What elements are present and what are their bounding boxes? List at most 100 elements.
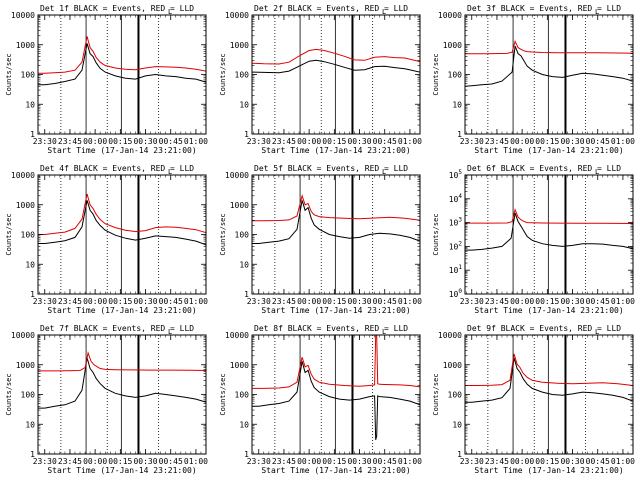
y-axis-label: Counts/sec — [219, 373, 227, 415]
y-tick-label: 10 — [452, 100, 462, 109]
x-tick-label: 01:00 — [398, 457, 422, 466]
y-axis-label: Counts/sec — [219, 53, 227, 95]
x-tick-label: 00:45 — [159, 457, 183, 466]
legend-key-glyph: L — [595, 328, 599, 336]
x-tick-label: 23:30 — [247, 457, 271, 466]
x-tick-label: 23:30 — [33, 297, 57, 306]
y-tick-label: 10000 — [11, 171, 35, 180]
x-tick-label: 23:45 — [485, 297, 509, 306]
panel-title: Det 4f BLACK = Events, RED = LLD — [40, 164, 194, 173]
y-axis-label: Counts/sec — [432, 373, 440, 415]
y-axis-label: Counts/sec — [5, 373, 13, 415]
series-line-events — [38, 357, 206, 409]
x-axis-label: Start Time (17-Jan-14 23:21:00) — [474, 466, 623, 475]
y-tick-label: 1 — [244, 450, 249, 459]
x-tick-label: 00:15 — [322, 457, 346, 466]
panel-title: Det 5f BLACK = Events, RED = LLD — [254, 164, 408, 173]
y-axis-label: Counts/sec — [432, 213, 440, 255]
panel-title: Det 2f BLACK = Events, RED = LLD — [254, 4, 408, 13]
y-tick-label: 100 — [21, 71, 36, 80]
y-tick-label: 10000 — [225, 11, 249, 20]
y-tick-label: 10 — [25, 420, 35, 429]
y-tick-label: 10 — [25, 260, 35, 269]
x-tick-label: 23:45 — [58, 457, 82, 466]
y-tick-label: 1 — [30, 450, 35, 459]
x-tick-label: 01:00 — [398, 297, 422, 306]
series-line-events — [252, 59, 420, 74]
y-axis-label: Counts/sec — [432, 53, 440, 95]
x-tick-label: 00:15 — [535, 297, 559, 306]
x-tick-label: 00:30 — [347, 137, 371, 146]
y-tick-label: 1 — [244, 130, 249, 139]
panel-title: Det 8f BLACK = Events, RED = LLD — [254, 324, 408, 333]
y-tick-label: 100 — [21, 391, 36, 400]
x-tick-label: 00:45 — [586, 297, 610, 306]
x-tick-label: 23:45 — [58, 297, 82, 306]
y-tick-label: 10 — [25, 100, 35, 109]
x-tick-label: 00:15 — [108, 137, 132, 146]
x-tick-label: 00:00 — [297, 457, 321, 466]
x-tick-label: 23:30 — [460, 457, 484, 466]
y-tick-label: 1 — [244, 290, 249, 299]
x-tick-label: 00:00 — [297, 137, 321, 146]
y-axis-label: Counts/sec — [219, 213, 227, 255]
x-tick-label: 01:00 — [398, 137, 422, 146]
x-axis-label: Start Time (17-Jan-14 23:21:00) — [47, 146, 196, 155]
y-tick-label: 1 — [457, 130, 462, 139]
x-tick-label: 23:30 — [247, 297, 271, 306]
series-line-lld — [38, 36, 206, 74]
x-axis-label: Start Time (17-Jan-14 23:21:00) — [474, 146, 623, 155]
x-tick-label: 01:00 — [184, 297, 208, 306]
panel-title: Det 3f BLACK = Events, RED = LLD — [467, 4, 621, 13]
y-tick-label: 1000 — [16, 361, 35, 370]
legend-key-glyph: L — [168, 8, 172, 16]
x-tick-label: 23:45 — [272, 297, 296, 306]
plot-frame — [37, 334, 207, 455]
x-tick-label: 23:30 — [460, 137, 484, 146]
x-tick-label: 01:00 — [184, 457, 208, 466]
y-tick-label: 1 — [30, 290, 35, 299]
y-tick-label: 10 — [239, 420, 249, 429]
plot-frame — [251, 14, 421, 135]
y-axis-label: Counts/sec — [5, 213, 13, 255]
plot-frame — [464, 174, 634, 295]
x-tick-label: 00:45 — [159, 297, 183, 306]
x-tick-label: 00:00 — [83, 297, 107, 306]
x-tick-label: 00:15 — [108, 297, 132, 306]
x-tick-label: 23:30 — [247, 137, 271, 146]
y-tick-label: 101 — [449, 264, 463, 275]
x-tick-label: 23:45 — [485, 137, 509, 146]
y-tick-label: 10 — [239, 260, 249, 269]
x-tick-label: 01:00 — [611, 297, 635, 306]
y-tick-label: 10000 — [225, 171, 249, 180]
series-line-lld — [252, 194, 420, 222]
x-tick-label: 00:15 — [322, 297, 346, 306]
legend-key-glyph: L — [382, 8, 386, 16]
panel-title: Det 6f BLACK = Events, RED = LLD — [467, 164, 621, 173]
x-tick-label: 23:45 — [272, 137, 296, 146]
x-tick-label: 00:15 — [535, 457, 559, 466]
plot-frame — [251, 334, 421, 455]
x-tick-label: 00:00 — [83, 137, 107, 146]
series-line-events — [38, 200, 206, 246]
x-axis-label: Start Time (17-Jan-14 23:21:00) — [261, 466, 410, 475]
legend-key-glyph: L — [382, 168, 386, 176]
y-tick-label: 1 — [457, 450, 462, 459]
y-tick-label: 100 — [448, 391, 463, 400]
y-tick-label: 102 — [449, 240, 463, 251]
x-tick-label: 00:15 — [108, 457, 132, 466]
x-tick-label: 00:15 — [322, 137, 346, 146]
x-tick-label: 00:45 — [373, 457, 397, 466]
x-tick-label: 00:45 — [586, 457, 610, 466]
x-tick-label: 00:30 — [560, 457, 584, 466]
x-tick-label: 00:30 — [560, 137, 584, 146]
plot-frame — [37, 174, 207, 295]
x-tick-label: 00:30 — [347, 457, 371, 466]
y-tick-label: 1000 — [230, 201, 249, 210]
